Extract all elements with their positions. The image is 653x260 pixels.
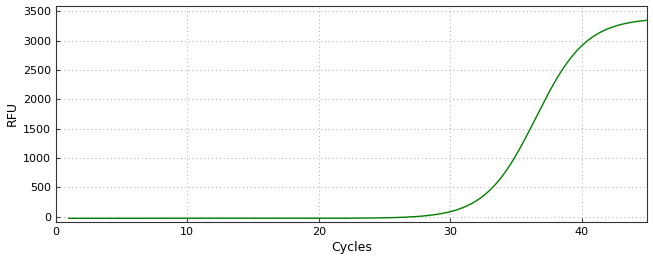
- Y-axis label: RFU: RFU: [6, 101, 18, 126]
- X-axis label: Cycles: Cycles: [331, 242, 372, 255]
